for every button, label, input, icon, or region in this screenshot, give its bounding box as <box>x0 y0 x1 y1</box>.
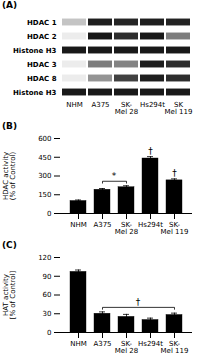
svg-text:150: 150 <box>38 191 51 199</box>
svg-text:0: 0 <box>47 329 51 337</box>
svg-text:0: 0 <box>47 210 51 218</box>
svg-text:HDAC activity(% of Control): HDAC activity(% of Control) <box>2 151 17 200</box>
svg-text:Histone H3: Histone H3 <box>13 47 57 55</box>
svg-text:30: 30 <box>43 310 52 318</box>
svg-text:†: † <box>136 297 141 307</box>
html-text:(B): (B) <box>2 121 18 131</box>
html-text:(C): (C) <box>2 240 17 250</box>
svg-text:A375: A375 <box>93 221 111 229</box>
svg-text:SK-Mel 28: SK-Mel 28 <box>115 101 138 116</box>
svg-text:HAT activity[% of Control]: HAT activity[% of Control] <box>2 270 17 319</box>
svg-text:SKMel 119: SKMel 119 <box>165 101 193 116</box>
svg-text:SK-Mel 119: SK-Mel 119 <box>161 340 189 355</box>
html-text:(A): (A) <box>2 0 18 10</box>
svg-text:†: † <box>148 146 153 156</box>
svg-text:NHM: NHM <box>70 340 87 348</box>
svg-text:Hs294t: Hs294t <box>138 221 163 229</box>
svg-text:60: 60 <box>43 291 52 299</box>
svg-text:HDAC 1: HDAC 1 <box>27 19 57 27</box>
svg-text:Hs294t: Hs294t <box>138 340 163 348</box>
svg-text:HDAC 8: HDAC 8 <box>27 75 57 83</box>
svg-text:HDAC 2: HDAC 2 <box>27 33 57 41</box>
svg-text:Hs294t: Hs294t <box>140 101 165 109</box>
svg-text:120: 120 <box>38 254 51 262</box>
svg-text:A375: A375 <box>93 340 111 348</box>
svg-text:HDAC 3: HDAC 3 <box>27 61 57 69</box>
svg-text:NHM: NHM <box>66 101 83 109</box>
svg-text:*: * <box>112 171 117 181</box>
svg-text:600: 600 <box>38 135 51 143</box>
svg-text:450: 450 <box>38 153 51 161</box>
svg-text:NHM: NHM <box>70 221 87 229</box>
svg-text:SK-Mel 119: SK-Mel 119 <box>161 221 189 236</box>
svg-text:90: 90 <box>43 272 52 280</box>
svg-text:SK-Mel 28: SK-Mel 28 <box>115 340 138 355</box>
svg-text:†: † <box>172 168 177 178</box>
svg-text:Histone H3: Histone H3 <box>13 89 57 97</box>
svg-text:300: 300 <box>38 172 51 180</box>
svg-text:SK-Mel 28: SK-Mel 28 <box>115 221 138 236</box>
svg-text:A375: A375 <box>91 101 109 109</box>
